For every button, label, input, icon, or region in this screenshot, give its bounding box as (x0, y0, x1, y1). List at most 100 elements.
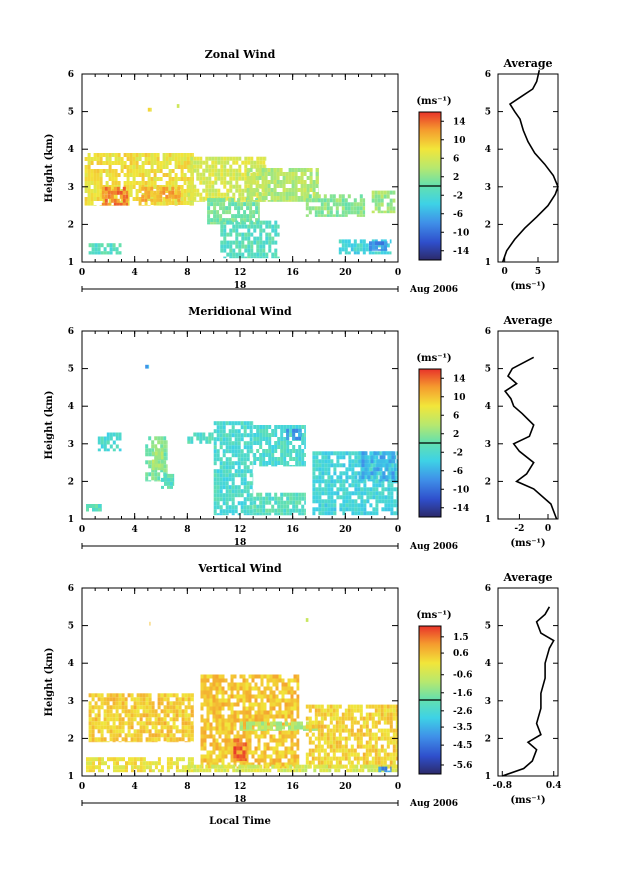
heatmap-cell (130, 733, 134, 738)
heatmap-cell (144, 157, 148, 161)
heatmap-cell (315, 479, 319, 484)
heatmap-cell (396, 475, 398, 480)
heatmap-cell (249, 425, 253, 430)
heatmap-cell (167, 485, 170, 489)
heatmap-cell (286, 441, 290, 445)
average-x-tick-label: 0 (545, 524, 551, 534)
heatmap-cell (84, 181, 88, 185)
heatmap-cell (230, 742, 234, 747)
heatmap-cell (120, 161, 124, 165)
heatmap-cell (110, 190, 114, 195)
heatmap-cell (268, 224, 272, 229)
heatmap-cell (163, 440, 167, 445)
heatmap-cell (210, 202, 214, 207)
colorbar-tick-label: -4.5 (453, 741, 472, 751)
heatmap-cell (263, 706, 267, 711)
heatmap-cell (239, 754, 243, 759)
heatmap-cell (272, 718, 276, 723)
heatmap-cell (345, 495, 349, 500)
heatmap-cell (341, 712, 345, 717)
heatmap-cell (232, 248, 236, 253)
heatmap-cell (254, 734, 258, 739)
heatmap-cell (125, 761, 128, 766)
heatmap-cell (184, 709, 188, 714)
heatmap-cell (139, 725, 143, 730)
heatmap-cell (87, 169, 91, 173)
heatmap-cell (385, 467, 389, 472)
heatmap-cell (217, 176, 221, 181)
heatmap-cell (183, 153, 187, 157)
heatmap-cell (153, 198, 157, 202)
heatmap-cell (175, 697, 179, 702)
heatmap-cell (254, 758, 258, 763)
x-tick-label: 20 (339, 782, 352, 792)
heatmap-cell (248, 702, 252, 707)
heatmap-cell (368, 748, 372, 753)
heatmap-cell (133, 737, 137, 742)
heatmap-cell (219, 421, 223, 426)
heatmap-cell (243, 509, 247, 514)
heatmap-cell (215, 702, 219, 707)
heatmap-cell (246, 721, 249, 726)
heatmap-cell (229, 176, 233, 181)
heatmap-cell (203, 754, 207, 759)
heatmap-cell (341, 239, 345, 244)
heatmap-cell (216, 501, 220, 506)
heatmap-cell (250, 164, 254, 169)
heatmap-cell (132, 165, 136, 169)
heatmap-cell (248, 706, 252, 711)
heatmap-cell (218, 734, 222, 739)
heatmap-cell (360, 507, 364, 512)
heatmap-cell (213, 505, 217, 510)
heatmap-cell (207, 210, 211, 215)
heatmap-cell (208, 436, 212, 441)
heatmap-cell (339, 471, 343, 476)
heatmap-cell (159, 205, 163, 206)
heatmap-cell (386, 732, 390, 737)
heatmap-cell (160, 721, 164, 726)
heatmap-cell (231, 453, 235, 458)
heatmap-cell (183, 157, 187, 161)
heatmap-cell (237, 513, 241, 516)
heatmap-cell (253, 461, 257, 465)
heatmap-cell (166, 444, 168, 449)
heatmap-cell (291, 192, 295, 196)
heatmap-cell (142, 769, 146, 773)
heatmap-cell (90, 161, 94, 165)
heatmap-cell (287, 702, 291, 707)
heatmap-cell (263, 730, 267, 735)
heatmap-cell (321, 459, 325, 464)
heatmap-cell (288, 176, 292, 180)
heatmap-cell (91, 247, 95, 252)
heatmap-cell (219, 505, 223, 510)
heatmap-cell (87, 189, 91, 193)
heatmap-cell (323, 712, 327, 717)
heatmap-cell (271, 433, 275, 437)
heatmap-cell (163, 468, 167, 473)
heatmap-cell (234, 493, 238, 498)
heatmap-cell (388, 471, 392, 476)
heatmap-cell (392, 740, 396, 745)
heatmap-cell (248, 734, 252, 739)
heatmap-cell (271, 256, 275, 259)
heatmap-cell (203, 718, 207, 723)
heatmap-cell (274, 441, 278, 445)
x-tick-label: 16 (286, 268, 299, 278)
heatmap-cell (298, 461, 302, 465)
heatmap-cell (103, 725, 107, 730)
heatmap-cell (287, 690, 291, 695)
heatmap-cell (326, 736, 330, 741)
heatmap-cell (320, 206, 324, 211)
heatmap-cell (364, 451, 368, 456)
heatmap-cell (129, 165, 133, 169)
heatmap-cell (218, 714, 222, 719)
y-tick-label: 5 (68, 622, 74, 632)
heatmap-cell (263, 714, 267, 719)
y-axis-label: Height (km) (44, 134, 55, 203)
heatmap-cell (238, 188, 242, 193)
heatmap-cell (361, 768, 365, 773)
heatmap-cell (347, 748, 351, 753)
heatmap-cell (255, 721, 258, 726)
heatmap-cell (171, 177, 175, 181)
